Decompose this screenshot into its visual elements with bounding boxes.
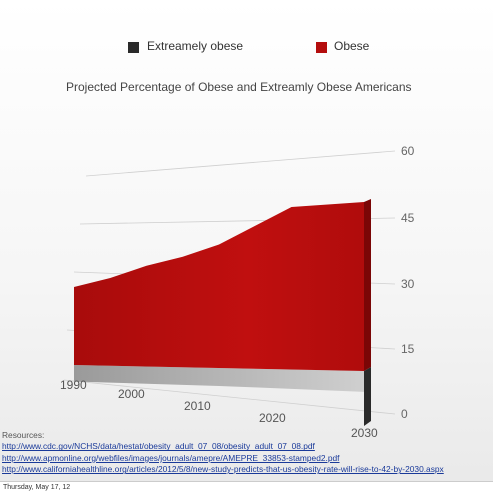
legend-swatch-obese	[316, 42, 327, 53]
footer-date: Thursday, May 17, 12	[0, 481, 493, 493]
resources-heading: Resources:	[2, 430, 45, 440]
y-tick-label-30: 30	[401, 277, 415, 291]
x-tick-label-2000: 2000	[118, 387, 145, 401]
x-tick-label-1990: 1990	[60, 378, 87, 392]
resource-link-cdc[interactable]: http://www.cdc.gov/NCHS/data/hestat/obes…	[2, 441, 315, 452]
area-extremely-obese-edge	[364, 367, 371, 426]
resource-link-apmonline[interactable]: http://www.apmonline.org/webfiles/images…	[2, 452, 340, 463]
resources-section: Resources: http://www.cdc.gov/NCHS/data/…	[2, 430, 444, 476]
x-tick-label-2020: 2020	[259, 411, 286, 425]
chart-title: Projected Percentage of Obese and Extrea…	[66, 80, 412, 94]
gridline-60	[85, 150, 396, 177]
y-tick-label-45: 45	[401, 211, 415, 225]
legend-label-extremely-obese: Extreamely obese	[147, 39, 244, 53]
y-tick-label-60: 60	[401, 144, 415, 158]
y-tick-label-15: 15	[401, 342, 415, 356]
resource-link-californiahealthline[interactable]: http://www.californiahealthline.org/arti…	[2, 464, 444, 475]
area-obese-side	[364, 199, 371, 371]
gridline-0	[63, 379, 396, 415]
x-tick-label-2030: 2030	[351, 426, 378, 440]
legend-label-obese: Obese	[334, 39, 370, 53]
area-obese	[74, 202, 364, 371]
legend-swatch-extremely-obese	[128, 42, 139, 53]
y-tick-label-0: 0	[401, 407, 408, 421]
x-tick-label-2010: 2010	[184, 399, 211, 413]
area-extremely-obese	[74, 365, 364, 392]
